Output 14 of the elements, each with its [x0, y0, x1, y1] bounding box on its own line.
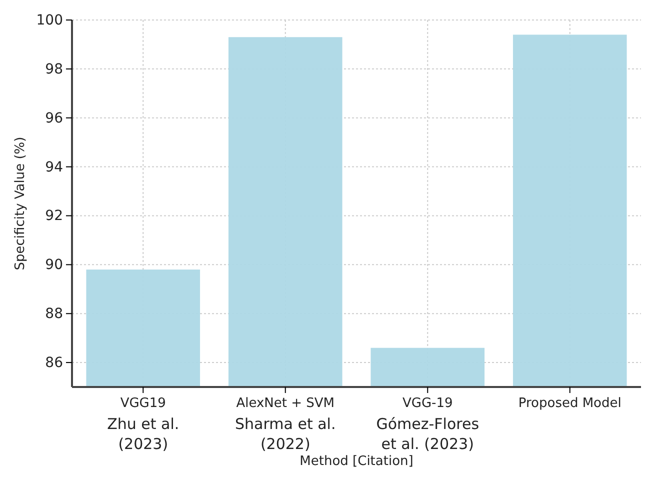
y-tick-label: 100 [36, 12, 63, 28]
y-tick-label: 96 [45, 110, 64, 126]
y-tick-label: 88 [45, 306, 63, 322]
x-tick-label: AlexNet + SVM Sharma et al. (2022) [235, 396, 336, 453]
x-axis-title: Method [Citation] [300, 454, 414, 469]
y-tick-label: 92 [45, 208, 63, 224]
x-tick-label: VGG19 Zhu et al. (2023) [107, 396, 180, 453]
x-tick-label: VGG-19 Gómez-Flores et al. (2023) [376, 396, 480, 453]
y-axis-title: Specificity Value (%) [13, 136, 28, 270]
y-tick-label: 86 [45, 355, 64, 372]
y-tick-label: 98 [45, 61, 63, 78]
x-tick-label: Proposed Model [518, 396, 622, 411]
y-tick-label: 90 [45, 257, 63, 274]
y-tick-label: 94 [45, 159, 64, 176]
